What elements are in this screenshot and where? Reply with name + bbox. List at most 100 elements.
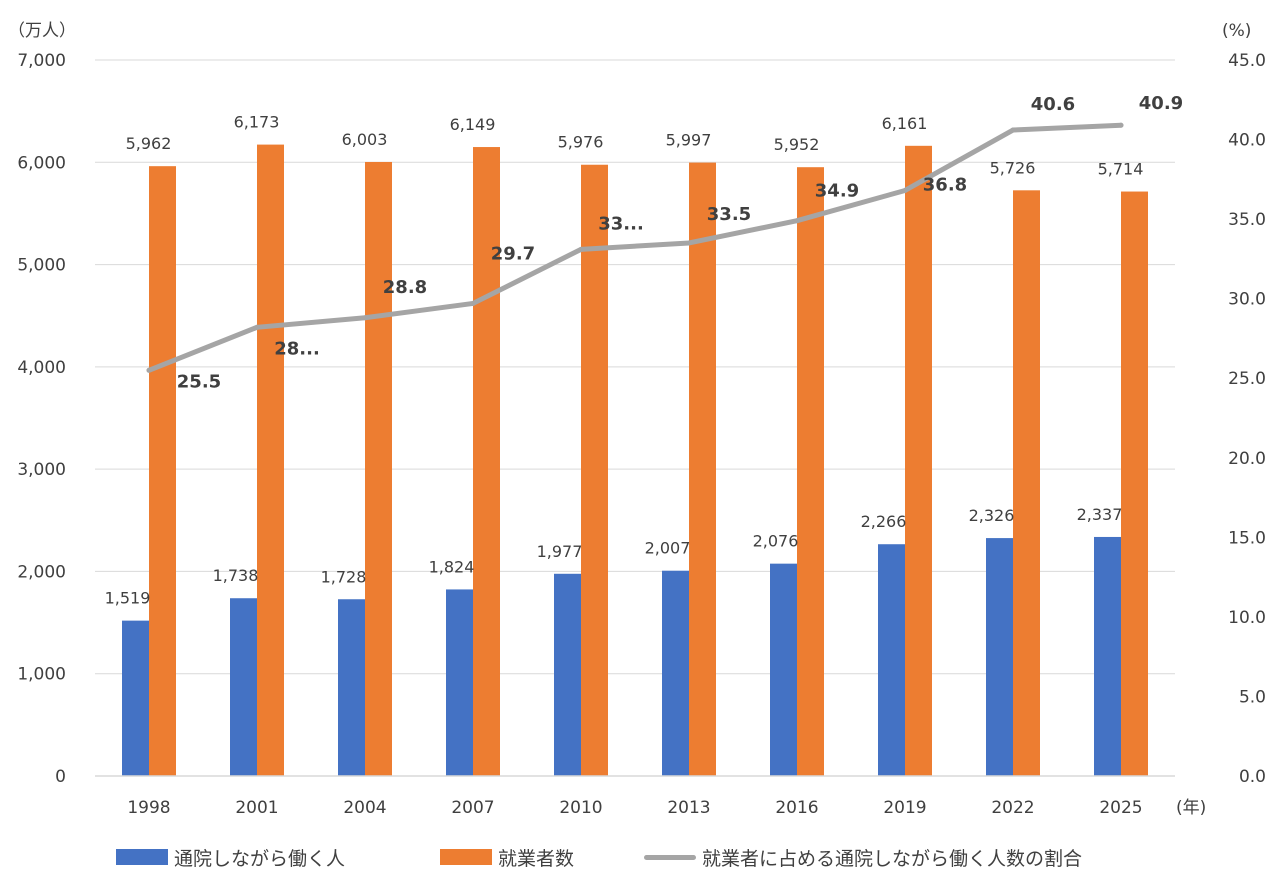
x-tick-label: 2019: [883, 798, 926, 818]
left-axis-unit: （万人）: [8, 21, 76, 41]
ratio-point: [1010, 127, 1016, 133]
right-tick-label: 30.0: [1228, 290, 1266, 310]
right-tick-label: 15.0: [1228, 528, 1266, 548]
ratio-point: [470, 300, 476, 306]
bar-label-patients: 2,337: [1077, 505, 1123, 524]
x-tick-label: 2013: [667, 798, 710, 818]
x-tick-label: 1998: [127, 798, 170, 818]
bar-employed: [365, 161, 392, 776]
ratio-label: 33.5: [707, 204, 751, 225]
combo-chart: 1,519 5,962 1,738 6,173 1,728 6,003 1,824 6,149…: [8, 21, 1266, 818]
x-tick-label: 2025: [1099, 798, 1142, 818]
bar-employed: [1121, 191, 1148, 776]
right-tick-label: 5.0: [1239, 687, 1266, 707]
left-tick-label: 3,000: [17, 460, 66, 480]
ratio-line-path: [146, 122, 1124, 373]
right-tick-label: 25.0: [1228, 369, 1266, 389]
bar-label-patients: 2,266: [861, 512, 907, 531]
bar-employed: [797, 167, 824, 776]
legend-label: 就業者数: [498, 847, 575, 870]
bar-label-patients: 1,824: [429, 557, 475, 576]
bar-patients: [230, 598, 257, 776]
ratio-label: 25.5: [177, 371, 221, 392]
left-tick-label: 6,000: [17, 153, 66, 173]
legend-item-patients: 通院しながら働く人: [116, 842, 345, 872]
legend-label: 就業者に占める通院しながら働く人数の割合: [702, 847, 1083, 870]
bar-employed: [905, 145, 932, 776]
legend: 通院しながら働く人 就業者数 就業者に占める通院しながら働く人数の割合: [0, 836, 1280, 880]
bar-label-patients: 1,977: [537, 542, 583, 561]
bar-patients: [122, 620, 149, 776]
ratio-label: 40.9: [1139, 93, 1183, 114]
bar-label-employed: 6,003: [342, 130, 388, 149]
bar-label-patients: 2,076: [753, 532, 799, 551]
right-tick-label: 35.0: [1228, 210, 1266, 230]
bar-label-patients: 1,519: [105, 589, 151, 608]
x-tick-label: 2007: [451, 798, 494, 818]
x-tick-label: 2010: [559, 798, 602, 818]
ratio-point: [362, 315, 368, 321]
left-tick-label: 4,000: [17, 358, 66, 378]
x-tick-label: 2001: [235, 798, 278, 818]
bar-employed: [581, 164, 608, 776]
bar-label-employed: 6,149: [450, 115, 496, 134]
bar-employed: [149, 166, 176, 776]
ratio-point: [1118, 122, 1124, 128]
bar-employed: [1013, 190, 1040, 776]
bar-label-employed: 6,161: [882, 114, 928, 133]
bar-label-patients: 1,738: [213, 566, 259, 585]
bar-label-employed: 5,714: [1098, 160, 1144, 179]
bar-patients: [554, 573, 581, 776]
bar-label-employed: 5,962: [126, 134, 172, 153]
bar-label-employed: 5,997: [666, 131, 712, 150]
ratio-point: [686, 240, 692, 246]
bar-employed: [473, 147, 500, 776]
bar-patients: [986, 538, 1013, 776]
ratio-label: 33...: [598, 213, 644, 234]
ratio-point: [578, 246, 584, 252]
right-axis-unit: (%): [1222, 21, 1251, 41]
left-tick-label: 5,000: [17, 256, 66, 276]
x-axis-unit: (年): [1176, 798, 1206, 818]
ratio-point: [794, 218, 800, 224]
ratio-label: 34.9: [815, 181, 859, 202]
bar-employed: [257, 144, 284, 777]
right-tick-label: 20.0: [1228, 449, 1266, 469]
legend-item-employed: 就業者数: [440, 842, 574, 872]
bar-patients: [878, 544, 905, 776]
ratio-label: 28...: [274, 338, 320, 359]
bars: [122, 144, 1148, 777]
right-tick-label: 45.0: [1228, 51, 1266, 71]
ratio-label: 28.8: [383, 277, 427, 298]
bar-label-employed: 5,726: [990, 158, 1036, 177]
ratio-point: [254, 324, 260, 330]
bar-label-patients: 1,728: [321, 567, 367, 586]
left-tick-label: 0: [55, 767, 66, 787]
axes: 0 1,000 2,000 3,000 4,000 5,000 6,000 7,000 0.0 5…: [17, 51, 1266, 818]
bar-patients: [446, 589, 473, 776]
bar-label-employed: 5,952: [774, 135, 820, 154]
legend-label: 通院しながら働く人: [174, 847, 346, 870]
data-labels: 1,519 5,962 1,738 6,173 1,728 6,003 1,824 6,149…: [105, 93, 1184, 607]
bar-patients: [770, 563, 797, 776]
ratio-point: [902, 187, 908, 193]
ratio-label: 29.7: [491, 243, 535, 264]
left-tick-label: 2,000: [17, 562, 66, 582]
bar-employed: [689, 162, 716, 776]
right-tick-label: 10.0: [1228, 608, 1266, 628]
left-tick-label: 7,000: [17, 51, 66, 71]
right-tick-label: 40.0: [1228, 131, 1266, 151]
bar-patients: [1094, 536, 1121, 776]
legend-item-ratio: 就業者に占める通院しながら働く人数の割合: [644, 842, 1082, 872]
legend-swatch-gray-line: [644, 854, 696, 860]
ratio-point: [146, 367, 152, 373]
bar-patients: [662, 570, 689, 776]
bar-label-patients: 2,326: [969, 506, 1015, 525]
x-tick-label: 2004: [343, 798, 386, 818]
ratio-label: 36.8: [923, 174, 967, 195]
bar-label-employed: 5,976: [558, 133, 604, 152]
ratio-label: 40.6: [1031, 94, 1075, 115]
right-tick-label: 0.0: [1239, 767, 1266, 787]
left-tick-label: 1,000: [17, 665, 66, 685]
bar-patients: [338, 599, 365, 776]
